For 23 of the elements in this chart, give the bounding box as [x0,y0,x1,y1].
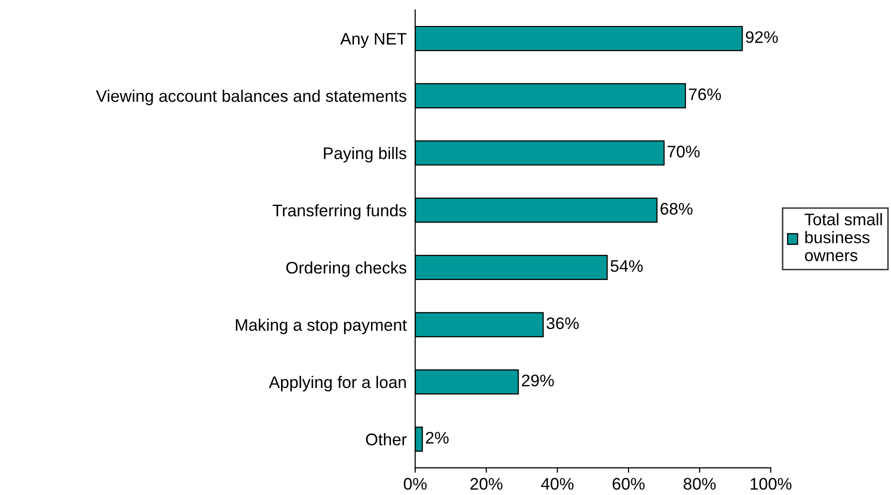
data-label: 76% [689,88,721,100]
y-tick-label: Viewing account balances and statements [96,90,406,106]
y-tick-label: Making a stop payment [236,318,407,334]
y-tick-label: Any NET [340,33,406,48]
data-label: 70% [668,146,700,158]
legend-label: Total small business owners [804,213,882,262]
data-label: 68% [660,202,692,215]
data-label: 54% [610,260,643,272]
x-tick-label: 20% [470,478,502,490]
data-label: 2% [426,432,449,444]
x-tick-label: 100% [750,478,792,490]
y-tick-label: Paying bills [324,146,406,162]
x-tick-label: 80% [684,478,716,490]
data-label: 92% [746,31,778,43]
y-tick-label: Applying for a loan [268,376,406,392]
x-tick-label: 0% [404,478,427,490]
data-label: 36% [546,317,579,330]
y-tick-label: Ordering checks [286,261,406,277]
x-tick-label: 60% [612,478,645,490]
y-tick-label: Transferring funds [272,204,406,220]
y-tick-label: Other [366,433,407,446]
x-tick-label: 40% [541,478,574,490]
data-label: 29% [522,374,554,386]
